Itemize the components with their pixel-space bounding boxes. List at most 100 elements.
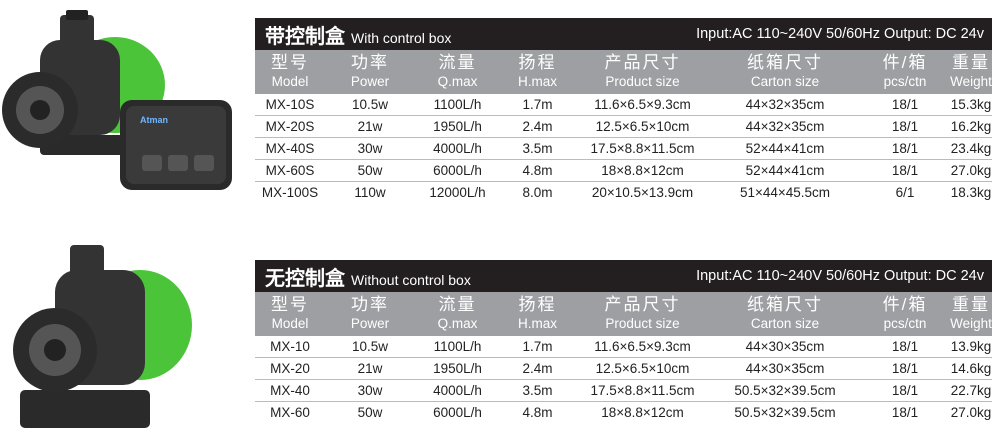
table-cell: 11.6×6.5×9.3cm	[594, 97, 691, 112]
column-header-zh: 重量	[952, 53, 990, 72]
column-header-en: Q.max	[437, 74, 478, 89]
table-cell: 3.5m	[522, 141, 553, 156]
table-cell: 10.5w	[351, 339, 389, 354]
table-without-control-box: 无控制盒 Without control box Input:AC 110~240…	[255, 260, 992, 423]
table-cell: MX-20	[270, 361, 310, 376]
table-cell: 12.5×6.5×10cm	[595, 361, 690, 376]
pump-with-controller-image: Atman	[2, 10, 232, 190]
column-header-zh: 产品尺寸	[604, 295, 681, 314]
table-cell: 10.5w	[351, 97, 389, 112]
column-header: 扬程 H.max	[500, 292, 575, 336]
column-header-en: Carton size	[750, 74, 820, 89]
column-header-en: Weight	[950, 316, 992, 331]
table-cell: 44×32×35cm	[745, 119, 825, 134]
column-header-zh: 型号	[271, 295, 309, 314]
table-cell: 50w	[357, 163, 383, 178]
table-cell: 21w	[357, 361, 383, 376]
column-header-zh: 功率	[351, 53, 389, 72]
column-header-en: Power	[350, 74, 390, 89]
table-row: MX-40S 30w 4000L/h 3.5m 17.5×8.8×11.5cm 52×44…	[255, 138, 992, 160]
column-header: 产品尺寸 Product size	[575, 50, 710, 94]
table-cell: 50w	[357, 405, 383, 420]
column-header: 流量 Q.max	[415, 292, 500, 336]
table-cell: 1.7m	[522, 339, 553, 354]
table-cell: 21w	[357, 119, 383, 134]
table-cell: 27.0kg	[950, 405, 992, 420]
table-cell: 18.3kg	[950, 185, 992, 200]
table-cell: 4000L/h	[433, 383, 482, 398]
table-row: MX-60S 50w 6000L/h 4.8m 18×8.8×12cm 52×44×41c…	[255, 160, 992, 182]
table-cell: 22.7kg	[950, 383, 992, 398]
column-header-en: Weight	[950, 74, 992, 89]
table-cell: 18×8.8×12cm	[601, 163, 684, 178]
title-zh: 带控制盒	[265, 25, 345, 48]
column-header-en: Model	[271, 74, 309, 89]
column-header-en: Carton size	[750, 316, 820, 331]
column-header: 功率 Power	[325, 50, 415, 94]
column-header-en: H.max	[517, 74, 557, 89]
table-cell: 51×44×45.5cm	[739, 185, 831, 200]
table-cell: 4000L/h	[433, 141, 482, 156]
table-cell: 18/1	[891, 163, 919, 178]
table-cell: 18×8.8×12cm	[601, 405, 684, 420]
brand-logo: Atman	[140, 115, 168, 125]
table-cell: 18/1	[891, 141, 919, 156]
table-cell: 4.8m	[522, 405, 553, 420]
table-cell: 12000L/h	[429, 185, 486, 200]
column-header-zh: 流量	[438, 53, 477, 72]
header-row: 型号 Model 功率 Power 流量 Q.max 扬程 H.max 产品尺寸 Product …	[255, 292, 992, 336]
column-header: 纸箱尺寸 Carton size	[710, 292, 860, 336]
table-cell: 11.6×6.5×9.3cm	[594, 339, 691, 354]
table-row: MX-20S 21w 1950L/h 2.4m 12.5×6.5×10cm 44×32×3…	[255, 116, 992, 138]
column-header-en: Product size	[605, 316, 680, 331]
header-row: 型号 Model 功率 Power 流量 Q.max 扬程 H.max 产品尺寸 Product …	[255, 50, 992, 94]
table-cell: 52×44×41cm	[745, 163, 825, 178]
column-header-en: Product size	[605, 74, 680, 89]
table-title-bar: 无控制盒 Without control box Input:AC 110~240…	[255, 260, 992, 292]
column-header: 产品尺寸 Product size	[575, 292, 710, 336]
table-cell: 6000L/h	[433, 405, 482, 420]
power-spec: Input:AC 110~240V 50/60Hz Output: DC 24v	[696, 268, 984, 284]
table-cell: MX-40S	[265, 141, 315, 156]
table-cell: 30w	[357, 141, 383, 156]
table-cell: 52×44×41cm	[745, 141, 825, 156]
table-cell: 30w	[357, 383, 383, 398]
table-cell: 18/1	[891, 405, 919, 420]
column-header-zh: 件/箱	[882, 295, 928, 314]
table-cell: 18/1	[891, 339, 919, 354]
table-row: MX-20 21w 1950L/h 2.4m 12.5×6.5×10cm 44×30×35…	[255, 358, 992, 380]
table-row: MX-10S 10.5w 1100L/h 1.7m 11.6×6.5×9.3cm 44×3…	[255, 94, 992, 116]
table-cell: 17.5×8.8×11.5cm	[590, 383, 695, 398]
table-cell: 1100L/h	[433, 97, 482, 112]
table-cell: MX-100S	[261, 185, 319, 200]
table-cell: 44×30×35cm	[745, 339, 825, 354]
table-title-bar: 带控制盒 With control box Input:AC 110~240V 5…	[255, 18, 992, 50]
table-cell: 44×32×35cm	[745, 97, 825, 112]
table-cell: 6000L/h	[433, 163, 482, 178]
table-cell: 14.6kg	[950, 361, 992, 376]
table-cell: 1.7m	[522, 97, 553, 112]
table-cell: MX-60	[270, 405, 310, 420]
column-header-zh: 产品尺寸	[604, 53, 681, 72]
table-cell: 18/1	[891, 97, 919, 112]
column-header-en: Model	[271, 316, 309, 331]
table-cell: 20×10.5×13.9cm	[591, 185, 694, 200]
column-header-en: Power	[350, 316, 390, 331]
column-header-zh: 件/箱	[882, 53, 928, 72]
table-cell: 6/1	[895, 185, 915, 200]
column-header-en: H.max	[517, 316, 557, 331]
table-cell: 27.0kg	[950, 163, 992, 178]
table-cell: 16.2kg	[950, 119, 992, 134]
table-cell: MX-60S	[265, 163, 315, 178]
column-header: 功率 Power	[325, 292, 415, 336]
title-zh: 无控制盒	[265, 267, 345, 290]
title-en: With control box	[351, 29, 452, 46]
column-header-en: Q.max	[437, 316, 478, 331]
table-cell: 3.5m	[522, 383, 553, 398]
table-cell: MX-20S	[265, 119, 315, 134]
table-cell: 2.4m	[522, 119, 553, 134]
table-with-control-box: 带控制盒 With control box Input:AC 110~240V 5…	[255, 18, 992, 203]
table-cell: 13.9kg	[950, 339, 992, 354]
table-cell: 2.4m	[522, 361, 553, 376]
table-cell: 18/1	[891, 361, 919, 376]
